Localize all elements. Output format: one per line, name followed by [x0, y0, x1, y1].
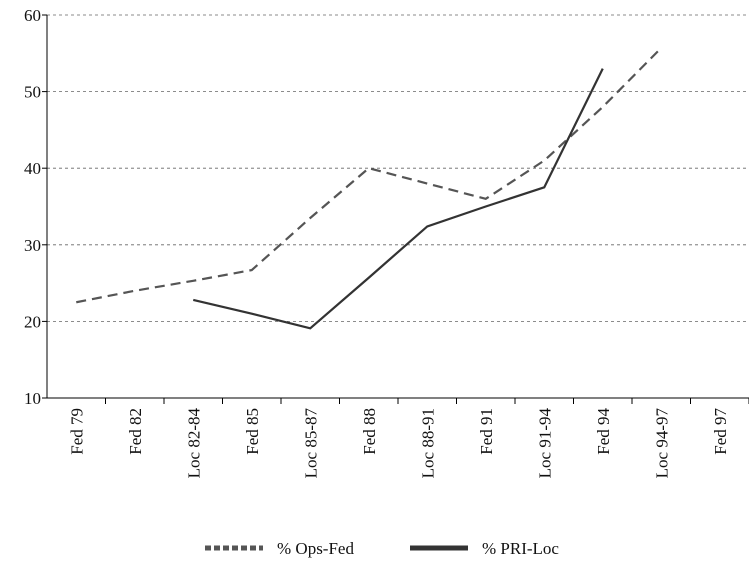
- y-tick-label: 40: [24, 159, 41, 178]
- series-line: [76, 47, 663, 304]
- legend-label: % PRI-Loc: [482, 539, 559, 558]
- x-tick-label: Fed 94: [594, 408, 613, 455]
- legend-label: % Ops-Fed: [277, 539, 354, 558]
- x-tick-label: Loc 94-97: [652, 408, 671, 479]
- y-tick-label: 50: [24, 83, 41, 102]
- x-tick-label: Loc 85-87: [301, 408, 320, 479]
- y-tick-label: 60: [24, 6, 41, 25]
- x-tick-label: Fed 85: [243, 408, 262, 455]
- x-tick-label: Loc 88-91: [418, 408, 437, 478]
- x-tick-label: Fed 88: [360, 408, 379, 455]
- y-tick-label: 20: [24, 312, 41, 331]
- x-tick-label: Fed 79: [67, 408, 86, 455]
- x-tick-label: Fed 97: [711, 408, 730, 455]
- y-tick-label: 10: [24, 389, 41, 408]
- x-tick-label: Fed 82: [126, 408, 145, 455]
- series-line: [192, 68, 604, 330]
- x-tick-label: Fed 91: [477, 408, 496, 455]
- x-tick-label: Loc 82-84: [184, 408, 203, 479]
- x-tick-label: Loc 91-94: [535, 408, 554, 479]
- y-tick-label: 30: [24, 236, 41, 255]
